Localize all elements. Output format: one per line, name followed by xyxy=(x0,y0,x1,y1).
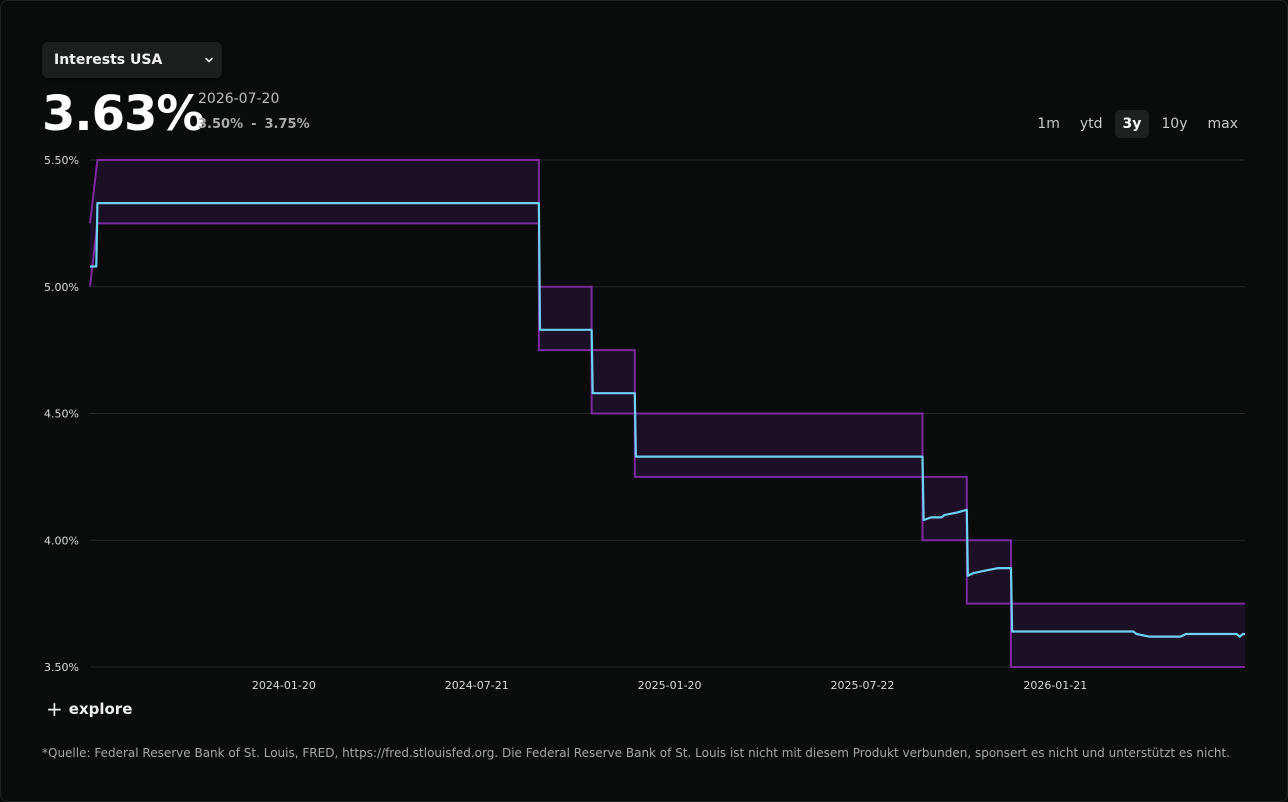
range-button-3y[interactable]: 3y xyxy=(1114,110,1150,138)
time-range-selector: 1m ytd 3y 10y max xyxy=(1029,110,1246,138)
x-tick-label: 2025-01-20 xyxy=(638,679,702,692)
range-button-ytd[interactable]: ytd xyxy=(1079,116,1103,132)
x-tick-label: 2025-07-22 xyxy=(830,679,894,692)
chevron-down-icon xyxy=(205,57,213,63)
y-tick-label: 5.50% xyxy=(44,154,79,167)
y-tick-label: 5.00% xyxy=(44,281,79,294)
y-tick-label: 4.50% xyxy=(44,408,79,421)
x-tick-label: 2024-01-20 xyxy=(252,679,316,692)
effective-rate-line xyxy=(90,202,1245,638)
explore-label: explore xyxy=(68,700,133,718)
range-button-1m[interactable]: 1m xyxy=(1037,116,1060,132)
range-button-10y[interactable]: 10y xyxy=(1161,116,1188,132)
explore-button[interactable]: + explore xyxy=(46,697,133,721)
plus-icon: + xyxy=(46,697,63,721)
y-tick-label: 3.50% xyxy=(44,661,79,674)
source-footnote: *Quelle: Federal Reserve Bank of St. Lou… xyxy=(42,746,1231,760)
range-high: 3.75% xyxy=(264,117,310,132)
target-band-upper-line xyxy=(89,159,1245,605)
range-button-max[interactable]: max xyxy=(1207,116,1238,132)
range-separator: - xyxy=(251,117,257,132)
target-range: 3.50% -3.75% xyxy=(198,117,310,132)
x-tick-label: 2024-07-21 xyxy=(445,679,509,692)
x-tick-label: 2026-01-21 xyxy=(1023,679,1087,692)
current-value: 3.63% xyxy=(42,86,205,142)
y-tick-label: 4.00% xyxy=(44,534,79,547)
interest-rate-chart[interactable]: 5.50% 5.00% 4.50% 4.00% 3.50% 2024-01-20 2024-… xyxy=(0,140,1288,700)
series-selector-label: Interests USA xyxy=(54,52,163,68)
range-low: 3.50% xyxy=(198,117,244,132)
series-selector-dropdown[interactable]: Interests USA xyxy=(42,42,222,78)
current-date: 2026-07-20 xyxy=(198,91,280,107)
